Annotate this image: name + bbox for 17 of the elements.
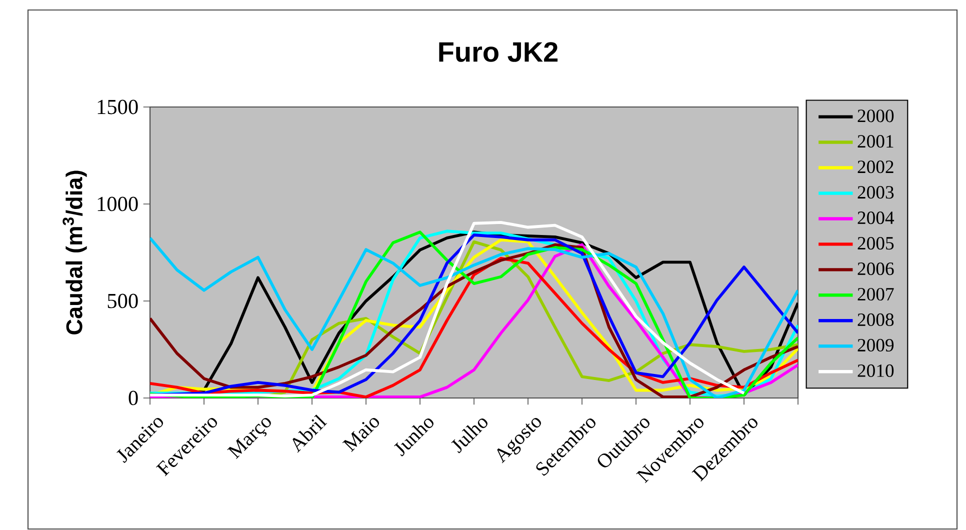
y-tick-label: 0 xyxy=(128,390,138,406)
legend-label: 2006 xyxy=(858,262,894,276)
legend-label: 2008 xyxy=(858,313,894,326)
legend-label: 2001 xyxy=(858,135,894,148)
legend-label: 2000 xyxy=(858,110,894,122)
y-axis-title: Caudal (m$^{3}$/dia) xyxy=(62,170,87,334)
chart-title: Furo JK2 xyxy=(439,42,558,62)
legend-label: 2009 xyxy=(858,338,894,352)
y-tick-label: 1000 xyxy=(98,196,138,212)
legend-label: 2005 xyxy=(858,236,894,250)
legend-label: 2004 xyxy=(858,212,894,224)
legend-label: 2007 xyxy=(858,288,894,301)
legend-label: 2010 xyxy=(858,364,894,377)
legend-label: 2003 xyxy=(858,186,894,199)
y-tick-label: 500 xyxy=(108,294,138,308)
legend-label: 2002 xyxy=(858,160,894,174)
y-tick-label: 1500 xyxy=(98,100,138,114)
